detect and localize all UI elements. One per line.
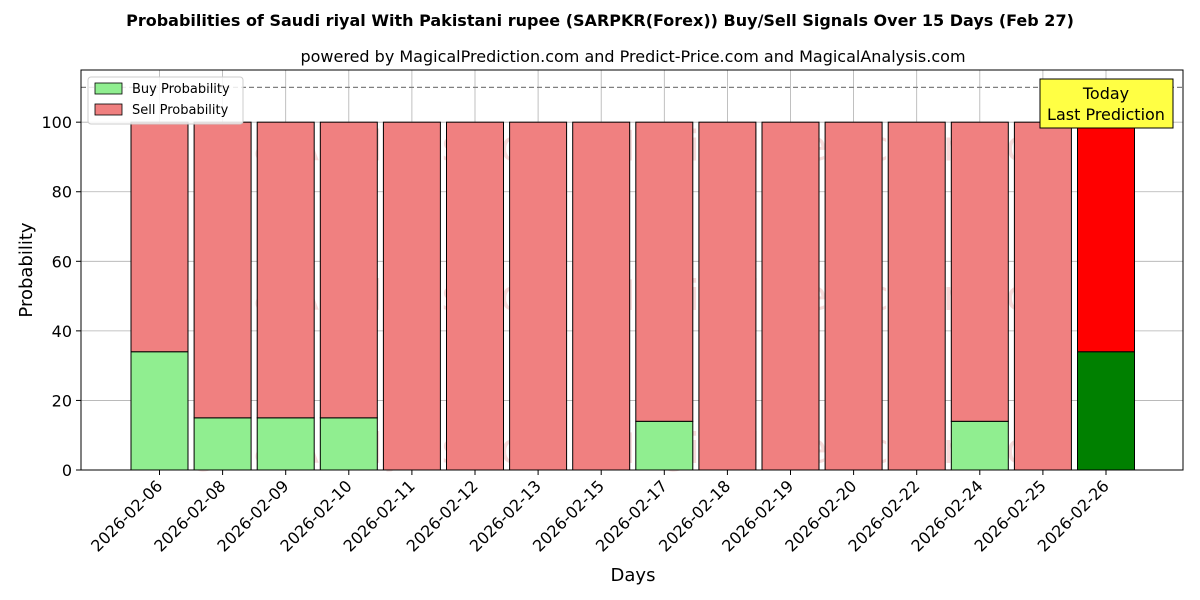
bars xyxy=(130,121,1135,471)
bar-buy-2026-02-26 xyxy=(1077,351,1135,471)
annotation-box xyxy=(1039,78,1174,129)
bar-sell-2026-02-17 xyxy=(635,121,694,422)
legend-swatch-sell xyxy=(94,103,123,116)
x-axis-label: Days xyxy=(611,565,656,586)
bar-sell-2026-02-18 xyxy=(698,121,757,471)
legend-label-sell: Sell Probability xyxy=(132,103,229,118)
today-annotation: Today Last Prediction xyxy=(1039,78,1174,129)
y-tick-label: 80 xyxy=(52,183,72,202)
y-axis-ticks: 0 20 40 60 80 100 xyxy=(41,113,81,480)
annotation-line-1: Today xyxy=(1082,84,1129,103)
plot-frame xyxy=(80,69,1184,471)
bar-buy-2026-02-24 xyxy=(950,420,1009,471)
bar-buy-2026-02-17 xyxy=(635,420,694,471)
bar-sell-2026-02-08 xyxy=(193,121,252,419)
bar-sell-2026-02-10 xyxy=(319,121,378,419)
y-tick-label: 40 xyxy=(52,322,72,341)
bar-buy-2026-02-08 xyxy=(193,417,252,471)
bar-buy-2026-02-10 xyxy=(319,417,378,471)
bar-sell-2026-02-19 xyxy=(761,121,820,471)
y-tick-label: 0 xyxy=(62,461,72,480)
legend-swatch-buy xyxy=(94,82,123,95)
bar-sell-2026-02-20 xyxy=(824,121,883,471)
bar-sell-2026-02-25 xyxy=(1013,121,1072,471)
y-tick-label: 100 xyxy=(41,113,72,132)
bar-sell-2026-02-24 xyxy=(950,121,1009,422)
annotation-line-2: Last Prediction xyxy=(1047,105,1165,124)
legend-box xyxy=(87,76,244,125)
bar-buy-2026-02-06 xyxy=(130,351,189,471)
chart-subtitle: powered by MagicalPrediction.com and Pre… xyxy=(300,47,965,66)
bar-sell-2026-02-15 xyxy=(572,121,631,471)
y-tick-label: 60 xyxy=(52,252,72,271)
legend-label-buy: Buy Probability xyxy=(132,82,230,97)
bar-sell-2026-02-11 xyxy=(382,121,441,471)
bar-sell-2026-02-06 xyxy=(130,121,189,353)
bar-sell-2026-02-22 xyxy=(887,121,946,471)
bar-sell-2026-02-26 xyxy=(1077,121,1135,353)
bar-sell-2026-02-09 xyxy=(256,121,315,419)
y-tick-label: 20 xyxy=(52,391,72,410)
bar-buy-2026-02-09 xyxy=(256,417,315,471)
bar-sell-2026-02-12 xyxy=(446,121,504,471)
chart-title: Probabilities of Saudi riyal With Pakist… xyxy=(126,11,1074,30)
bar-sell-2026-02-13 xyxy=(509,121,568,471)
y-axis-label: Probability xyxy=(16,222,37,317)
legend: Buy Probability Sell Probability xyxy=(87,76,244,125)
x-axis-ticks: 2026-02-062026-02-082026-02-092026-02-10… xyxy=(87,470,1113,556)
